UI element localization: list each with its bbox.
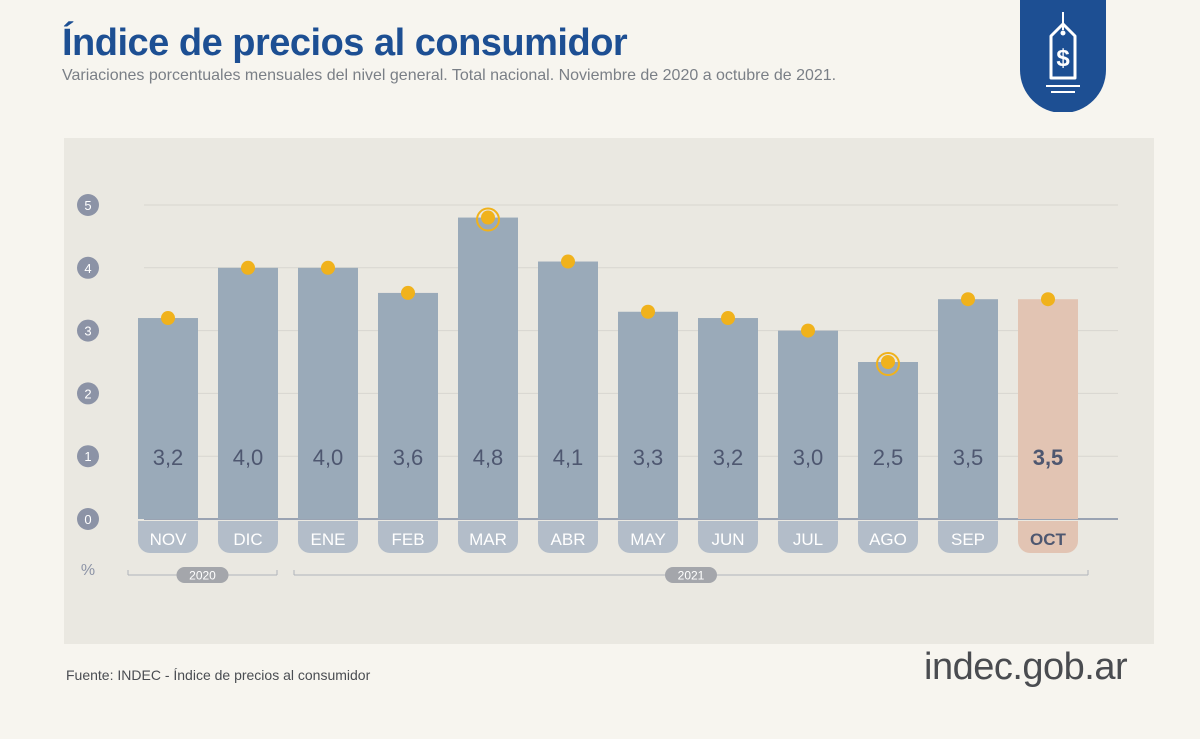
data-label: 3,5: [953, 445, 984, 470]
x-tick-label: JUN: [711, 530, 744, 549]
y-tick-label: 2: [84, 386, 91, 401]
year-pill: [176, 567, 229, 583]
data-label: 2,5: [873, 445, 904, 470]
bar: [858, 362, 918, 519]
marker: [721, 311, 735, 326]
y-tick-label: 4: [84, 261, 91, 276]
badge-shape: [1020, 0, 1106, 112]
bar: [618, 311, 678, 519]
x-tick-label: MAR: [469, 530, 507, 549]
month-pill: [458, 521, 518, 553]
source-note: Fuente: INDEC - Índice de precios al con…: [66, 667, 371, 683]
data-label: 4,0: [313, 445, 344, 470]
data-label: 3,5: [1033, 445, 1064, 470]
marker: [401, 285, 415, 300]
marker: [881, 355, 895, 369]
x-tick-label: AGO: [869, 530, 907, 549]
x-tick-label: SEP: [951, 530, 985, 549]
data-label: 3,2: [713, 445, 744, 470]
bar: [138, 318, 198, 519]
month-pill: [698, 521, 758, 553]
price-tag-dollar-icon: $: [1020, 0, 1106, 112]
data-label: 4,8: [473, 445, 504, 470]
data-label: 4,1: [553, 445, 584, 470]
y-tick-badge: [77, 194, 99, 216]
data-label: 3,3: [633, 445, 664, 470]
month-pill: [218, 521, 278, 553]
month-pill: [378, 521, 438, 553]
y-tick-badge: [77, 256, 99, 279]
year-label: 2020: [189, 569, 216, 583]
x-tick-label: ABR: [551, 530, 586, 549]
y-tick-badge: [77, 319, 99, 342]
brand-logo: indec.gob.ar: [924, 646, 1128, 688]
marker: [1041, 292, 1055, 307]
month-pill: [938, 521, 998, 553]
month-pill: [298, 521, 358, 553]
marker: [641, 304, 655, 319]
data-label: 3,2: [153, 445, 184, 470]
marker: [481, 210, 495, 225]
marker-ring: [876, 352, 900, 376]
page-subtitle: Variaciones porcentuales mensuales del n…: [62, 67, 837, 84]
marker-ring: [476, 207, 500, 232]
bar: [378, 292, 438, 519]
month-pill: [1018, 521, 1078, 553]
x-tick-label: FEB: [391, 530, 424, 549]
y-axis-unit: %: [81, 562, 95, 579]
bar: [778, 330, 838, 519]
data-label: 4,0: [233, 445, 264, 470]
bar: [298, 267, 358, 519]
marker: [241, 260, 255, 275]
y-tick-badge: [77, 445, 99, 468]
marker: [321, 260, 335, 275]
x-tick-label: ENE: [311, 530, 346, 549]
month-pill: [138, 521, 198, 553]
bar: [458, 217, 518, 519]
y-tick-label: 5: [84, 198, 91, 213]
y-tick-label: 0: [84, 512, 91, 527]
chart-panel: 0 1 2 3 4 5 3,2 4,0 4,0 3,6 4,8 4,1 3,3 3,2 3,0 2,5 3,5 3…: [64, 138, 1154, 644]
y-tick-label: 3: [84, 324, 91, 339]
bar: [938, 299, 998, 519]
x-tick-label: MAY: [630, 530, 666, 549]
bar: [218, 267, 278, 519]
bar-chart: 0 1 2 3 4 5 3,2 4,0 4,0 3,6 4,8 4,1 3,3 3,2 3,0 2,5 3,5 3…: [77, 194, 1118, 583]
year-label: 2021: [678, 569, 705, 583]
page-title: Índice de precios al consumidor: [62, 22, 628, 64]
month-pill: [778, 521, 838, 553]
marker: [161, 311, 175, 326]
bar: [538, 261, 598, 519]
bar: [698, 318, 758, 519]
y-tick-label: 1: [84, 449, 91, 464]
marker: [801, 323, 815, 338]
marker: [961, 292, 975, 307]
data-label: 3,6: [393, 445, 424, 470]
marker: [561, 254, 575, 269]
data-label: 3,0: [793, 445, 824, 470]
bar: [1018, 299, 1078, 519]
x-tick-label: DIC: [233, 530, 262, 549]
x-tick-label: NOV: [150, 530, 188, 549]
x-tick-label: OCT: [1030, 530, 1067, 549]
y-tick-badge: [77, 508, 99, 530]
x-tick-label: JUL: [793, 530, 823, 549]
year-pill: [665, 567, 717, 583]
month-pill: [618, 521, 678, 553]
month-pill: [858, 521, 918, 553]
badge-dollar-symbol: $: [1056, 45, 1070, 72]
month-pill: [538, 521, 598, 553]
y-tick-badge: [77, 382, 99, 405]
